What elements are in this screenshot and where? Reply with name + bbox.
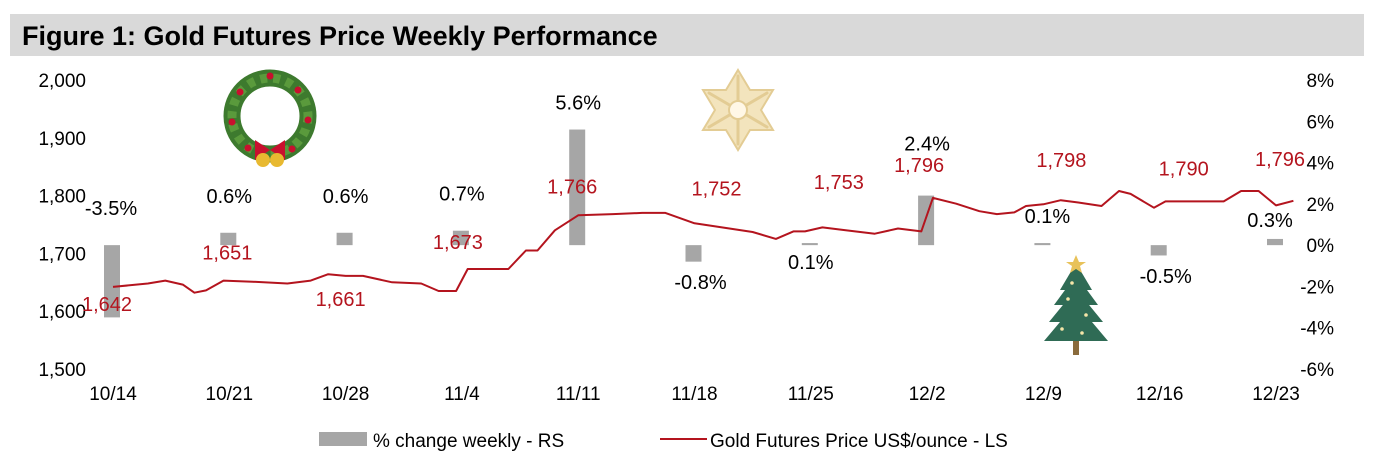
legend-bar-swatch bbox=[319, 432, 367, 446]
x-axis-tick: 10/21 bbox=[206, 384, 254, 405]
bar-label: 5.6% bbox=[555, 93, 601, 115]
right-axis-tick: 8% bbox=[1307, 71, 1335, 92]
wreath-icon bbox=[223, 69, 317, 167]
left-axis-tick: 1,700 bbox=[38, 244, 86, 265]
bar-label: 0.6% bbox=[323, 186, 369, 208]
x-axis-tick: 12/23 bbox=[1252, 384, 1300, 405]
bar-label: 0.3% bbox=[1247, 210, 1293, 232]
title-bar: Figure 1: Gold Futures Price Weekly Perf… bbox=[10, 14, 1364, 56]
bar bbox=[1150, 245, 1167, 256]
price-label: 1,798 bbox=[1036, 150, 1086, 172]
x-axis-tick: 12/16 bbox=[1136, 384, 1184, 405]
bar bbox=[569, 129, 586, 246]
price-label: 1,651 bbox=[202, 243, 252, 265]
bar bbox=[220, 232, 237, 246]
price-label: 1,796 bbox=[1255, 149, 1305, 171]
right-axis-tick: 6% bbox=[1307, 112, 1335, 133]
x-axis-tick: 11/18 bbox=[671, 384, 717, 405]
price-label: 1,673 bbox=[433, 232, 483, 254]
snowflake-icon bbox=[701, 68, 775, 152]
right-axis-tick: -4% bbox=[1300, 319, 1334, 340]
right-axis-tick: 0% bbox=[1307, 236, 1335, 257]
bar-label: 0.1% bbox=[1025, 206, 1071, 228]
price-label: 1,753 bbox=[814, 172, 864, 194]
x-axis-tick: 10/28 bbox=[322, 384, 370, 405]
price-label: 1,661 bbox=[316, 289, 366, 311]
legend-bar-label: % change weekly - RS bbox=[373, 431, 564, 452]
bar-label: -3.5% bbox=[85, 198, 137, 220]
bar bbox=[104, 245, 120, 318]
x-axis-tick: 12/9 bbox=[1025, 384, 1062, 405]
bar bbox=[801, 243, 818, 246]
left-axis-tick: 1,500 bbox=[38, 360, 86, 381]
right-axis-tick: -6% bbox=[1300, 360, 1334, 381]
chart-title: Figure 1: Gold Futures Price Weekly Perf… bbox=[22, 21, 658, 51]
bar-label: 0.7% bbox=[439, 184, 485, 206]
price-label: 1,766 bbox=[547, 176, 597, 198]
left-axis-tick: 1,800 bbox=[38, 187, 86, 208]
bar bbox=[685, 245, 702, 262]
bar-label: -0.5% bbox=[1140, 266, 1192, 288]
right-axis-tick: 4% bbox=[1307, 154, 1335, 175]
right-axis-tick: -2% bbox=[1300, 277, 1334, 298]
bar-label: 0.1% bbox=[788, 252, 834, 274]
right-axis-tick: 2% bbox=[1307, 195, 1335, 216]
x-axis-tick: 11/25 bbox=[788, 384, 834, 405]
legend-line-label: Gold Futures Price US$/ounce - LS bbox=[710, 431, 1008, 452]
christmas-tree-icon bbox=[1044, 255, 1108, 355]
bar-label: -0.8% bbox=[674, 272, 726, 294]
bar-label: 2.4% bbox=[904, 134, 950, 156]
bar bbox=[452, 230, 469, 246]
price-label: 1,642 bbox=[82, 294, 132, 316]
price-line bbox=[112, 190, 1294, 294]
bar bbox=[1034, 243, 1051, 246]
x-axis-tick: 12/2 bbox=[909, 384, 946, 405]
left-axis-tick: 1,900 bbox=[38, 129, 86, 150]
x-axis-tick: 11/11 bbox=[556, 384, 601, 405]
bar-label: 0.6% bbox=[207, 186, 253, 208]
price-label: 1,796 bbox=[894, 155, 944, 177]
x-axis-tick: 10/14 bbox=[89, 384, 137, 405]
left-axis-tick: 1,600 bbox=[38, 302, 86, 323]
price-label: 1,790 bbox=[1159, 158, 1209, 180]
bar bbox=[1267, 238, 1283, 246]
bar bbox=[336, 232, 353, 246]
x-axis-tick: 11/4 bbox=[444, 384, 480, 405]
price-label: 1,752 bbox=[691, 178, 741, 200]
left-axis-tick: 2,000 bbox=[38, 71, 86, 92]
